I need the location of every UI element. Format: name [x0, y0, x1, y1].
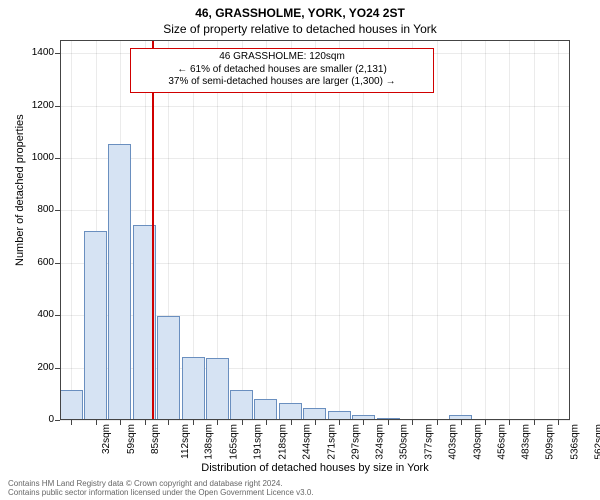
x-tick-mark: [363, 420, 364, 425]
x-tick-mark: [534, 420, 535, 425]
chart-title-sub: Size of property relative to detached ho…: [0, 22, 600, 36]
x-tick-label: 377sqm: [424, 424, 435, 460]
x-tick-mark: [291, 420, 292, 425]
x-tick-label: 456sqm: [496, 424, 507, 460]
x-tick-label: 32sqm: [101, 424, 112, 454]
y-tick-label: 1400: [14, 47, 54, 58]
y-tick-label: 1000: [14, 152, 54, 163]
x-tick-mark: [315, 420, 316, 425]
x-tick-label: 218sqm: [278, 424, 289, 460]
y-tick-label: 400: [14, 309, 54, 320]
y-tick-mark: [55, 158, 60, 159]
x-tick-mark: [193, 420, 194, 425]
x-tick-label: 562sqm: [594, 424, 600, 460]
y-tick-label: 1200: [14, 100, 54, 111]
axes-border: [60, 40, 570, 420]
y-tick-mark: [55, 315, 60, 316]
x-tick-mark: [266, 420, 267, 425]
x-tick-mark: [388, 420, 389, 425]
x-tick-label: 297sqm: [350, 424, 361, 460]
plot-area: 46 GRASSHOLME: 120sqm← 61% of detached h…: [60, 40, 570, 420]
x-tick-label: 324sqm: [375, 424, 386, 460]
x-tick-label: 59sqm: [126, 424, 137, 454]
x-tick-label: 403sqm: [448, 424, 459, 460]
y-tick-mark: [55, 53, 60, 54]
x-tick-label: 138sqm: [204, 424, 215, 460]
y-tick-mark: [55, 210, 60, 211]
x-tick-mark: [96, 420, 97, 425]
x-tick-label: 509sqm: [545, 424, 556, 460]
y-tick-label: 200: [14, 362, 54, 373]
x-axis-label: Distribution of detached houses by size …: [60, 462, 570, 474]
x-tick-label: 244sqm: [301, 424, 312, 460]
x-tick-label: 483sqm: [521, 424, 532, 460]
x-tick-mark: [437, 420, 438, 425]
footer-line-1: Contains HM Land Registry data © Crown c…: [8, 479, 314, 489]
x-tick-mark: [339, 420, 340, 425]
x-tick-label: 350sqm: [399, 424, 410, 460]
x-tick-mark: [217, 420, 218, 425]
x-tick-label: 85sqm: [150, 424, 161, 454]
x-tick-label: 536sqm: [570, 424, 581, 460]
x-tick-mark: [145, 420, 146, 425]
x-tick-label: 165sqm: [229, 424, 240, 460]
y-tick-mark: [55, 263, 60, 264]
x-tick-mark: [461, 420, 462, 425]
x-tick-label: 191sqm: [253, 424, 264, 460]
footer-line-2: Contains public sector information licen…: [8, 488, 314, 498]
y-tick-mark: [55, 420, 60, 421]
x-tick-label: 112sqm: [179, 424, 190, 459]
y-tick-label: 600: [14, 257, 54, 268]
y-tick-mark: [55, 106, 60, 107]
x-tick-mark: [509, 420, 510, 425]
x-tick-mark: [412, 420, 413, 425]
x-tick-mark: [485, 420, 486, 425]
y-tick-label: 800: [14, 204, 54, 215]
attribution-footer: Contains HM Land Registry data © Crown c…: [8, 479, 314, 498]
x-tick-mark: [71, 420, 72, 425]
y-tick-mark: [55, 368, 60, 369]
y-tick-label: 0: [14, 414, 54, 425]
x-tick-label: 271sqm: [326, 424, 337, 460]
chart-title-main: 46, GRASSHOLME, YORK, YO24 2ST: [0, 6, 600, 20]
x-tick-mark: [120, 420, 121, 425]
x-tick-mark: [242, 420, 243, 425]
x-tick-mark: [168, 420, 169, 425]
x-tick-label: 430sqm: [472, 424, 483, 460]
x-tick-mark: [558, 420, 559, 425]
